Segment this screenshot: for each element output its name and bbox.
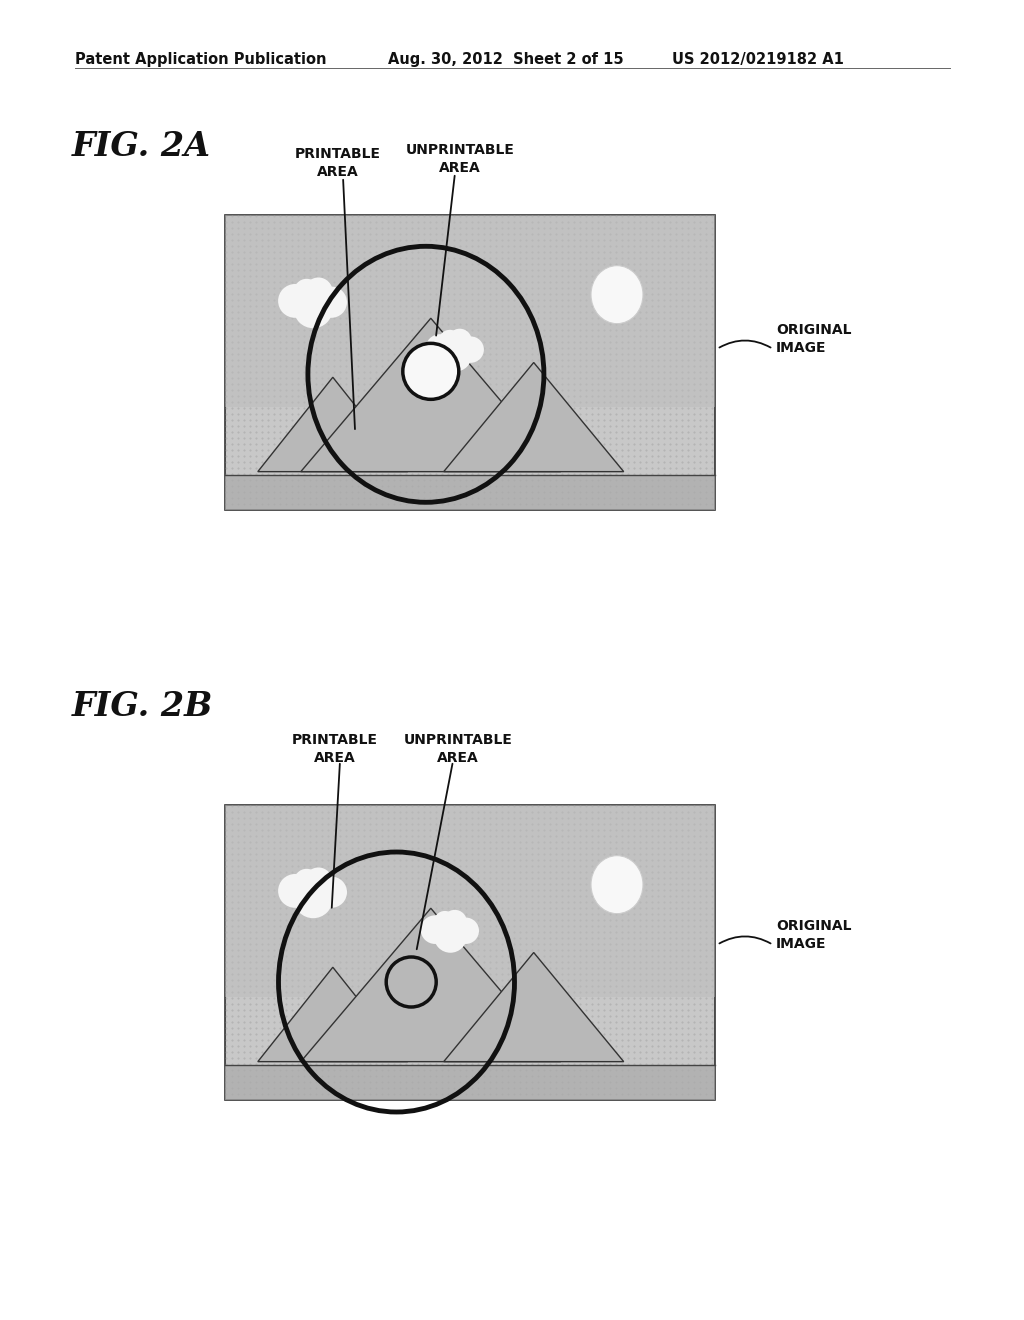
Text: FIG. 2A: FIG. 2A	[72, 129, 211, 162]
Text: PRINTABLE
AREA: PRINTABLE AREA	[295, 147, 381, 180]
Bar	[225, 215, 715, 407]
Polygon shape	[443, 953, 624, 1061]
Text: UNPRINTABLE
AREA: UNPRINTABLE AREA	[403, 733, 512, 766]
Bar	[225, 215, 715, 510]
Circle shape	[439, 330, 461, 352]
Bar	[225, 1065, 715, 1100]
Bar	[225, 475, 715, 510]
Ellipse shape	[591, 855, 643, 913]
Circle shape	[294, 279, 319, 305]
Circle shape	[434, 920, 467, 953]
Circle shape	[458, 337, 484, 363]
Circle shape	[315, 876, 347, 908]
Circle shape	[402, 343, 459, 400]
Text: UNPRINTABLE
AREA: UNPRINTABLE AREA	[406, 143, 514, 176]
Polygon shape	[258, 968, 408, 1061]
Circle shape	[453, 917, 479, 944]
Circle shape	[447, 329, 472, 352]
Circle shape	[304, 867, 333, 896]
Circle shape	[279, 874, 312, 908]
Circle shape	[304, 277, 333, 306]
Circle shape	[421, 915, 450, 944]
Text: PRINTABLE
AREA: PRINTABLE AREA	[292, 733, 378, 766]
Polygon shape	[258, 378, 408, 471]
Circle shape	[294, 879, 333, 919]
Text: FIG. 2B: FIG. 2B	[72, 690, 213, 723]
Bar	[225, 805, 715, 1100]
Circle shape	[426, 334, 455, 363]
Circle shape	[294, 289, 333, 329]
Text: Aug. 30, 2012  Sheet 2 of 15: Aug. 30, 2012 Sheet 2 of 15	[388, 51, 624, 67]
Ellipse shape	[591, 265, 643, 323]
Polygon shape	[301, 318, 561, 471]
Text: ORIGINAL
IMAGE: ORIGINAL IMAGE	[776, 322, 852, 355]
Text: US 2012/0219182 A1: US 2012/0219182 A1	[672, 51, 844, 67]
Circle shape	[279, 284, 312, 318]
Circle shape	[294, 869, 319, 895]
Polygon shape	[443, 363, 624, 471]
Circle shape	[315, 286, 347, 318]
Bar	[225, 805, 715, 997]
Circle shape	[442, 909, 467, 935]
Text: Patent Application Publication: Patent Application Publication	[75, 51, 327, 67]
Text: ORIGINAL
IMAGE: ORIGINAL IMAGE	[776, 919, 852, 950]
Circle shape	[434, 911, 456, 933]
Circle shape	[439, 339, 472, 372]
Polygon shape	[301, 908, 561, 1061]
